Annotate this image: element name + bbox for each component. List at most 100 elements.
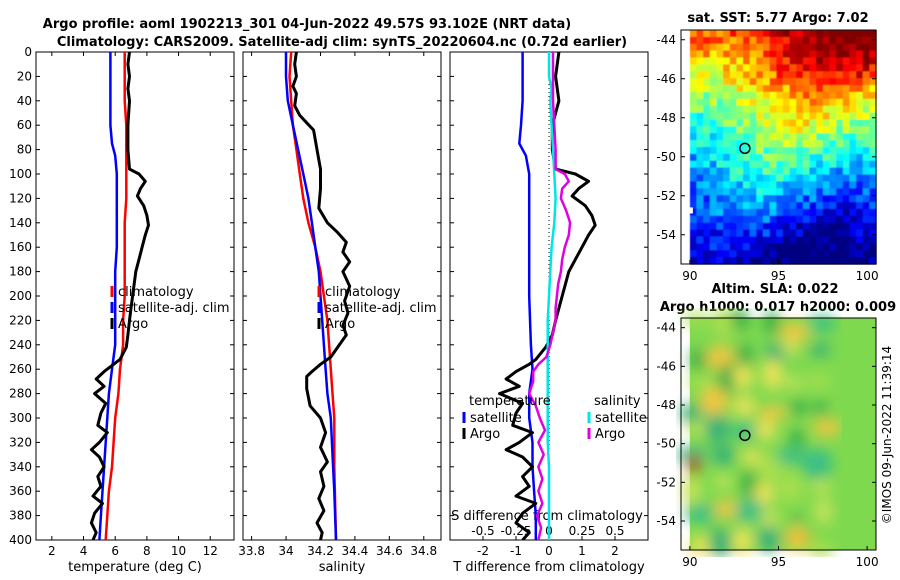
sst-cell — [796, 85, 804, 93]
sst-cell — [796, 126, 804, 134]
depth-tick-label: 300 — [9, 411, 32, 425]
sst-cell — [703, 85, 711, 93]
sst-cell — [736, 105, 744, 114]
sst-cell — [849, 78, 857, 86]
sla-blob — [714, 475, 732, 490]
sst-cell — [696, 98, 704, 107]
sst-cell — [729, 36, 737, 45]
sst-cell — [856, 91, 864, 100]
sst-cell — [743, 167, 751, 176]
sst-cell — [776, 174, 784, 182]
sst-cell — [756, 119, 764, 127]
sst-cell — [729, 188, 737, 196]
sst-cell — [709, 78, 717, 86]
sst-cell — [696, 57, 704, 65]
sst-cell — [816, 50, 824, 59]
sst-cell — [723, 153, 731, 162]
sst-cell — [729, 257, 737, 265]
sst-cell — [836, 126, 844, 134]
sst-cell — [756, 208, 764, 217]
sst-cell — [729, 133, 737, 141]
sst-cell — [842, 160, 850, 169]
sst-cell — [696, 188, 704, 196]
sst-cell — [796, 160, 804, 169]
sst-cell — [869, 36, 877, 45]
sst-cell — [822, 222, 830, 231]
sst-cell — [816, 257, 824, 265]
sst-cell — [769, 30, 777, 38]
sla-blob — [734, 395, 755, 417]
sst-cell — [703, 236, 711, 244]
sst-cell — [782, 43, 791, 52]
difference-xtick-label: -1 — [510, 544, 522, 558]
sst-cell — [869, 98, 877, 107]
sst-cell — [716, 236, 724, 244]
sst-cell — [862, 208, 870, 217]
sst-map-title: sat. SST: 5.77 Argo: 7.02 — [687, 11, 868, 26]
sst-cell — [769, 126, 777, 134]
salinity-series-group — [284, 52, 352, 540]
sst-cell — [836, 98, 844, 107]
sst-cell — [703, 64, 711, 72]
sst-cell — [696, 181, 704, 189]
sst-cell — [703, 112, 711, 121]
sst-cell — [763, 78, 771, 86]
sst-cell — [709, 147, 717, 155]
sst-cell — [856, 50, 864, 59]
sst-cell — [743, 181, 751, 189]
sst-cell — [716, 243, 724, 251]
sst-cell — [749, 188, 757, 196]
sst-cell — [703, 140, 711, 148]
sst-cell — [729, 57, 737, 65]
sst-cell — [809, 105, 817, 114]
sst-cell — [782, 222, 791, 231]
sst-cell — [769, 78, 777, 86]
sst-cell — [849, 257, 857, 265]
sst-cell — [856, 78, 864, 86]
depth-tick-label: 200 — [9, 289, 32, 303]
sst-cell — [802, 188, 811, 196]
sst-cell — [709, 126, 717, 134]
sst-cell — [836, 85, 844, 93]
sst-cell — [829, 119, 837, 127]
sst-cell — [802, 98, 811, 107]
sst-cell — [743, 236, 751, 244]
sla-blob — [757, 525, 780, 552]
sst-cell — [729, 98, 737, 107]
sst-cell — [736, 250, 744, 258]
salinity-xtick-label: 34.6 — [376, 544, 403, 558]
sst-cell — [789, 71, 797, 79]
difference-series-salinity-satellite — [546, 52, 557, 540]
sst-cell — [749, 91, 757, 100]
sst-cell — [723, 229, 731, 238]
sst-cell — [723, 160, 731, 169]
sst-cell — [696, 236, 704, 244]
sst-cell — [796, 202, 804, 210]
sst-cell — [716, 250, 724, 258]
sst-cell — [736, 30, 744, 38]
temperature-xlabel: temperature (deg C) — [68, 560, 202, 575]
sla-blob-high — [783, 531, 812, 545]
sst-cell — [782, 257, 791, 265]
sla-blob — [684, 504, 716, 523]
salinity-diff-tick-label: -0.5 — [471, 524, 494, 538]
sst-cell — [696, 105, 704, 114]
sst-cell — [802, 30, 811, 38]
sst-cell — [782, 167, 791, 176]
sst-cell — [743, 50, 751, 59]
temperature-xtick-label: 8 — [143, 544, 151, 558]
sst-cell — [729, 167, 737, 176]
sst-cell — [743, 91, 751, 100]
sst-cell — [763, 195, 771, 203]
difference-series-temperature-argo — [498, 52, 597, 540]
sst-cell — [749, 257, 757, 265]
sst-cell — [809, 126, 817, 134]
sst-cell — [809, 85, 817, 93]
sst-cell — [782, 50, 791, 59]
sst-cell — [856, 64, 864, 72]
sst-cell — [856, 243, 864, 251]
sst_map-ytick-label: -48 — [656, 111, 676, 125]
sst-cell — [769, 71, 777, 79]
salinity-series-satellite-adj-clim — [284, 52, 338, 540]
sst-cell — [822, 174, 830, 182]
